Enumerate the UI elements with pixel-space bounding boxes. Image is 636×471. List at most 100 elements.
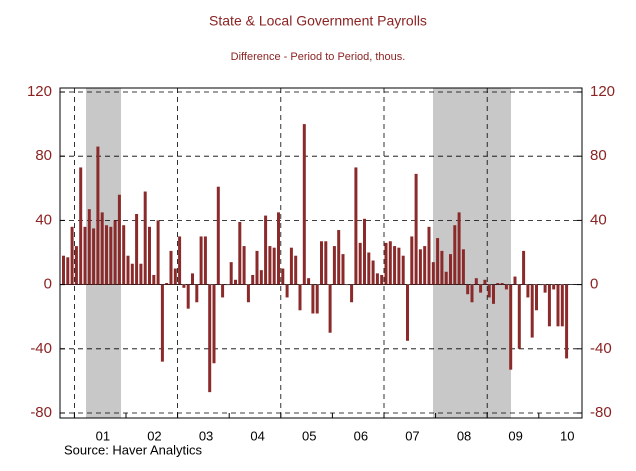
bar — [517, 284, 521, 349]
bar — [66, 257, 70, 285]
bar — [337, 230, 341, 285]
bar — [397, 247, 401, 285]
bar — [199, 236, 203, 285]
bar — [470, 284, 474, 303]
bar — [436, 238, 440, 285]
y-tick-label: 40 — [35, 211, 52, 228]
y-tick-label-right: -80 — [590, 404, 612, 421]
bar — [212, 284, 216, 364]
bar — [461, 249, 465, 285]
bar — [216, 186, 220, 285]
bar — [388, 241, 392, 285]
bar — [105, 225, 108, 285]
bar — [522, 250, 526, 285]
bar — [277, 212, 280, 285]
bar — [203, 236, 207, 285]
bar — [173, 268, 177, 285]
bar — [92, 228, 96, 285]
bar — [375, 273, 379, 285]
bar — [135, 213, 139, 285]
y-tick-label: 80 — [35, 147, 52, 164]
bar — [354, 167, 358, 285]
bar — [165, 282, 169, 285]
bar — [496, 282, 500, 285]
bar — [195, 284, 199, 303]
bar — [350, 284, 354, 303]
bar — [307, 278, 311, 285]
bar — [324, 241, 328, 285]
chart-title: State & Local Government Payrolls — [209, 13, 427, 29]
bar — [74, 246, 78, 285]
bar — [380, 274, 384, 285]
bar — [83, 226, 87, 285]
bar — [414, 173, 418, 285]
plot-frame — [59, 87, 583, 419]
bar — [479, 284, 483, 293]
source: Source: Haver Analytics — [64, 442, 203, 457]
bar — [130, 263, 134, 285]
bar — [320, 241, 323, 285]
bar — [384, 242, 388, 285]
bar — [225, 284, 229, 286]
bar — [543, 284, 547, 293]
bar — [565, 284, 569, 359]
bar — [285, 284, 289, 298]
bar — [294, 255, 298, 285]
bar — [298, 284, 302, 311]
x-tick-label: 04 — [250, 428, 264, 443]
bar — [358, 242, 362, 285]
bar — [182, 284, 186, 288]
bar — [87, 209, 91, 285]
x-tick-label: 06 — [354, 428, 368, 443]
bar — [178, 236, 182, 285]
bar — [492, 284, 495, 304]
bar — [423, 246, 427, 285]
x-tick-label: 03 — [199, 428, 213, 443]
bar — [281, 268, 285, 285]
bar — [169, 250, 173, 285]
bar — [457, 212, 461, 285]
y-tick-label: 120 — [27, 83, 52, 100]
bar — [255, 250, 259, 285]
y-tick-label-right: -40 — [590, 340, 612, 357]
bar — [367, 252, 371, 285]
bar — [302, 124, 306, 285]
bar — [242, 246, 246, 285]
x-tick-label: 07 — [405, 428, 419, 443]
bar — [251, 274, 255, 285]
x-tick-label: 08 — [457, 428, 471, 443]
bar — [393, 246, 397, 285]
bar — [535, 284, 538, 311]
bar — [122, 225, 126, 285]
bar — [109, 226, 113, 285]
bar — [363, 218, 366, 285]
bar — [191, 273, 194, 285]
bar — [474, 278, 478, 285]
x-tick-label: 01 — [96, 428, 110, 443]
x-tick-label: 02 — [147, 428, 161, 443]
bar — [100, 212, 104, 285]
bar — [401, 255, 405, 285]
y-tick-label-right: 80 — [590, 147, 607, 164]
x-tick-label: 10 — [560, 428, 574, 443]
bar — [315, 284, 319, 314]
bars — [62, 124, 569, 393]
bar — [500, 282, 504, 285]
x-tick-label: 05 — [302, 428, 316, 443]
bar — [148, 226, 151, 285]
bar — [186, 284, 190, 309]
bar — [345, 284, 349, 286]
bar — [440, 250, 444, 285]
bar — [289, 247, 293, 285]
bar — [418, 249, 422, 285]
bar — [483, 279, 487, 285]
bar — [139, 263, 143, 285]
bar — [264, 215, 268, 285]
bar — [427, 226, 431, 285]
bar — [556, 284, 560, 327]
bar — [513, 276, 517, 285]
bar — [79, 167, 83, 285]
x-tick-label: 09 — [508, 428, 522, 443]
bar — [444, 271, 448, 285]
